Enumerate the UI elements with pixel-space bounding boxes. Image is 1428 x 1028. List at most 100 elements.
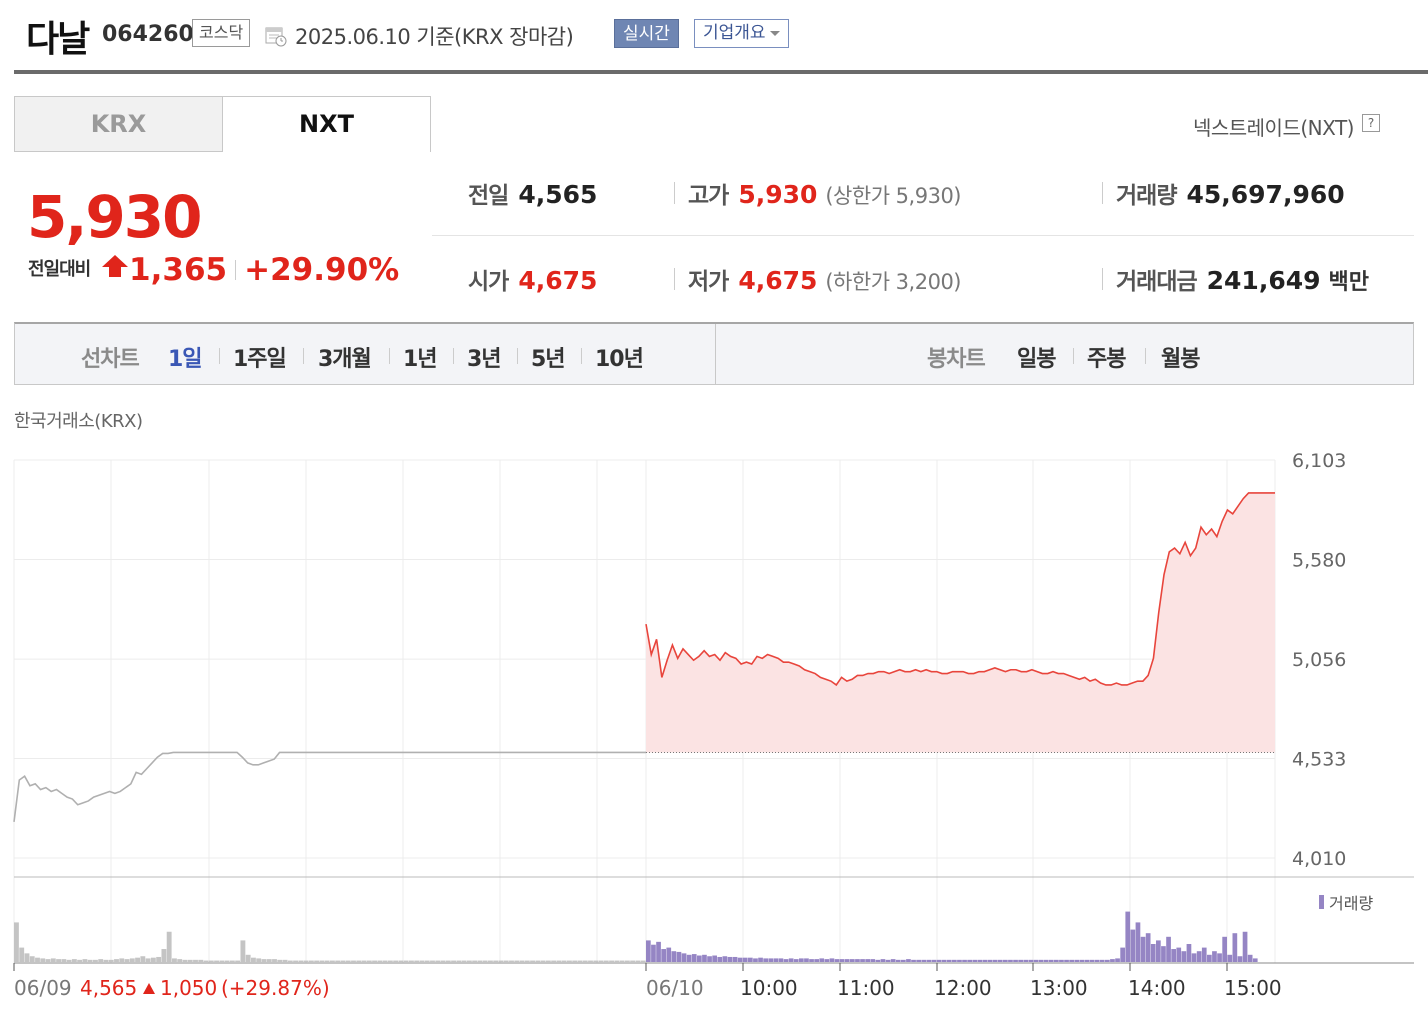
period-1y[interactable]: 1년 <box>403 347 438 372</box>
volume-bar-0609 <box>272 959 277 962</box>
divider <box>389 348 390 364</box>
stat-volume: 거래량 45,697,960 <box>1116 176 1345 210</box>
volume-bar-0610 <box>773 958 779 962</box>
volume-bar-0610 <box>972 959 978 962</box>
period-1d[interactable]: 1일 <box>168 347 203 372</box>
help-icon[interactable]: ? <box>1362 114 1380 132</box>
volume-bar-0609 <box>419 960 425 962</box>
volume-bar-0610 <box>895 959 901 962</box>
volume-bar-0609 <box>361 960 367 962</box>
period-1w[interactable]: 1주일 <box>233 347 287 372</box>
company-overview-dropdown[interactable]: 기업개요 <box>694 19 789 48</box>
realtime-button[interactable]: 실시간 <box>614 19 679 48</box>
volume-bar-0610 <box>1181 951 1187 962</box>
volume-bar-0609 <box>177 959 183 962</box>
volume-bar-0610 <box>1120 947 1125 962</box>
volume-bar-0609 <box>56 959 61 962</box>
candle-weekly[interactable]: 주봉 <box>1087 347 1126 372</box>
volume-bar-0609 <box>509 960 514 962</box>
volume-bar-0609 <box>382 960 388 962</box>
volume-bar-0610 <box>1105 959 1110 962</box>
change-percent: +29.90% <box>244 252 400 288</box>
volume-bar-0610 <box>1176 947 1182 962</box>
volume-bar-0610 <box>758 957 763 962</box>
volume-bar-0609 <box>498 960 504 962</box>
volume-bar-0609 <box>340 960 346 962</box>
candle-daily[interactable]: 일봉 <box>1017 347 1056 372</box>
volume-bar-0609 <box>219 960 225 962</box>
volume-bar-0609 <box>582 960 588 962</box>
volume-bar-0609 <box>93 959 98 962</box>
volume-bar-0610 <box>952 959 957 962</box>
series-area-0610 <box>646 492 1275 753</box>
volume-bar-0610 <box>1054 959 1059 962</box>
stat-value: 4,675 <box>738 266 818 295</box>
volume-bars: 거래량 <box>14 894 1373 962</box>
volume-bar-0610 <box>737 957 743 962</box>
period-10y[interactable]: 10년 <box>595 347 644 372</box>
period-5y[interactable]: 5년 <box>531 347 566 372</box>
volume-bar-0610 <box>844 959 850 962</box>
triangle-up-icon <box>143 983 155 994</box>
divider <box>581 348 582 364</box>
volume-bar-0609 <box>551 960 557 962</box>
stat-value: 5,930 <box>738 180 818 209</box>
volume-bar-0610 <box>742 957 748 962</box>
volume-bar-0610 <box>1115 958 1120 962</box>
volume-bar-0610 <box>1013 959 1018 962</box>
volume-bar-0609 <box>593 960 599 962</box>
volume-bar-0610 <box>1099 959 1105 962</box>
current-price: 5,930 <box>27 183 202 251</box>
chevron-down-icon <box>769 30 780 36</box>
stat-value: 4,565 <box>518 180 598 209</box>
footer-change: 1,050 <box>160 976 217 1000</box>
volume-bar-0610 <box>1023 959 1029 962</box>
volume-bar-0609 <box>166 931 172 962</box>
tab-nxt[interactable]: NXT <box>222 96 431 152</box>
volume-bar-0610 <box>1110 959 1115 962</box>
volume-bar-0609 <box>40 958 46 962</box>
volume-bar-0610 <box>697 955 702 962</box>
volume-bar-0609 <box>488 960 493 962</box>
candle-monthly[interactable]: 월봉 <box>1161 347 1200 372</box>
volume-bar-0610 <box>783 959 789 962</box>
volume-bar-0609 <box>35 957 40 962</box>
y-tick-label: 5,580 <box>1292 549 1346 571</box>
volume-bar-0610 <box>870 959 876 962</box>
volume-bar-0609 <box>29 956 35 962</box>
volume-bar-0610 <box>982 959 988 962</box>
volume-bar-0610 <box>722 956 728 962</box>
volume-bar-0610 <box>1161 946 1166 962</box>
change-label: 전일대비 <box>28 259 91 280</box>
volume-bar-0609 <box>282 959 288 962</box>
tab-krx[interactable]: KRX <box>14 96 223 152</box>
volume-bar-0610 <box>936 959 942 962</box>
volume-bar-0609 <box>640 960 646 962</box>
volume-bar-0610 <box>717 956 723 962</box>
volume-bar-0610 <box>1191 953 1197 962</box>
volume-bar-0610 <box>957 959 962 962</box>
period-3y[interactable]: 3년 <box>467 347 502 372</box>
volume-bar-0609 <box>387 960 393 962</box>
chart-series <box>13 492 1275 822</box>
volume-bar-0609 <box>114 959 119 962</box>
company-overview-label: 기업개요 <box>703 23 766 43</box>
volume-bar-0610 <box>880 959 886 962</box>
volume-bar-0610 <box>977 959 983 962</box>
nxt-info-link[interactable]: 넥스트레이드(NXT) <box>1192 116 1355 140</box>
volume-bar-0609 <box>545 960 551 962</box>
volume-bar-0609 <box>440 960 446 962</box>
x-axis: 06/10 10:00 11:00 12:00 13:00 14:00 15:00 <box>13 963 1282 1000</box>
volume-bar-0609 <box>456 960 462 962</box>
volume-bar-0609 <box>119 958 125 962</box>
volume-bar-0609 <box>66 959 72 962</box>
period-3m[interactable]: 3개월 <box>318 347 372 372</box>
volume-bar-0609 <box>519 960 525 962</box>
volume-bar-0609 <box>635 960 641 962</box>
volume-bar-0610 <box>1237 956 1243 962</box>
volume-bar-0610 <box>824 959 830 962</box>
volume-bar-0610 <box>926 959 932 962</box>
volume-bar-0610 <box>671 951 677 962</box>
volume-bar-0610 <box>651 944 656 962</box>
volume-bar-0609 <box>603 960 609 962</box>
